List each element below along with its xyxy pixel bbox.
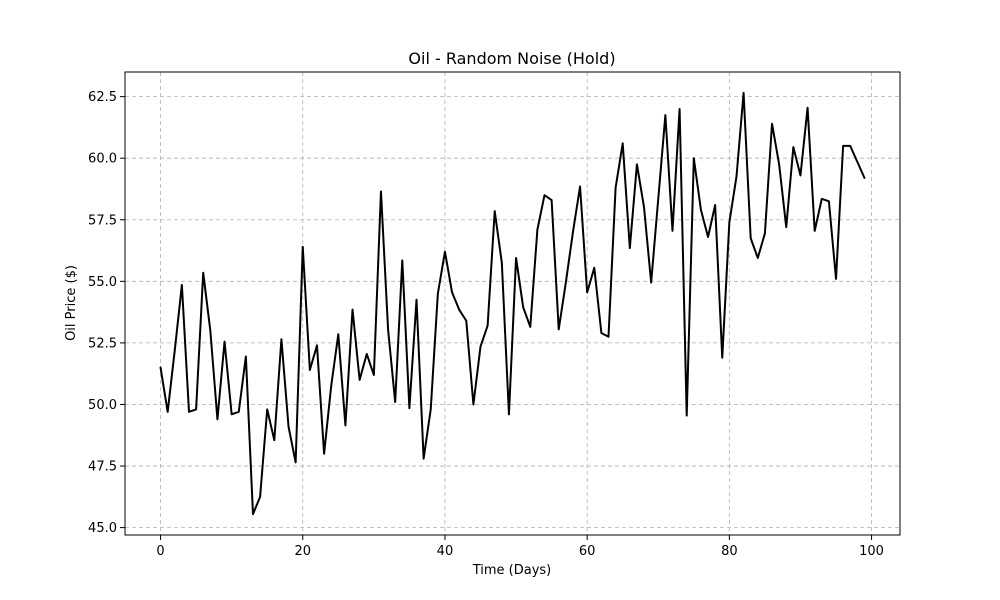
x-axis: 0 20 40 60 80 100 xyxy=(156,535,884,559)
y-tick-label: 52.5 xyxy=(88,336,117,351)
y-axis-title: Oil Price ($) xyxy=(64,265,79,341)
y-tick-label: 62.5 xyxy=(88,90,117,105)
series-line-layer xyxy=(159,91,866,516)
plot-frame xyxy=(124,71,901,536)
y-axis: 45.0 47.5 50.0 52.5 55.0 57.5 60.0 62.5 xyxy=(88,90,125,536)
y-tick-label: 50.0 xyxy=(88,398,117,413)
series-line xyxy=(159,91,866,516)
y-tick-label: 60.0 xyxy=(88,152,117,167)
y-tick-label: 57.5 xyxy=(88,213,117,228)
y-tick-label: 55.0 xyxy=(88,275,117,290)
grid xyxy=(125,72,900,535)
chart-title: Oil - Random Noise (Hold) xyxy=(408,49,615,68)
x-axis-title: Time (Days) xyxy=(472,563,552,578)
x-tick-label: 40 xyxy=(437,544,454,559)
x-tick-label: 80 xyxy=(721,544,738,559)
y-tick-label: 45.0 xyxy=(88,521,117,536)
y-tick-label: 47.5 xyxy=(88,460,117,475)
x-tick-label: 60 xyxy=(579,544,596,559)
x-tick-label: 0 xyxy=(156,544,164,559)
x-tick-label: 20 xyxy=(294,544,311,559)
x-tick-label: 100 xyxy=(859,544,884,559)
